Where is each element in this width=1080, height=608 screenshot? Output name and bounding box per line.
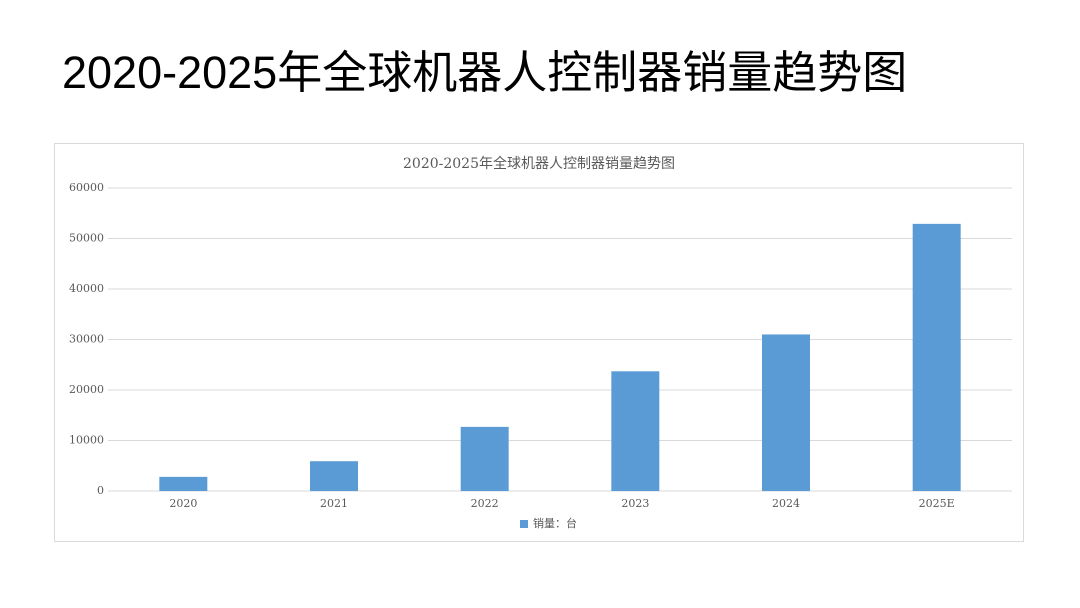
y-tick-label: 40000 bbox=[69, 282, 104, 295]
bar bbox=[159, 476, 208, 491]
y-tick-label: 10000 bbox=[69, 434, 104, 447]
x-tick-label: 2023 bbox=[621, 497, 649, 510]
bar bbox=[310, 461, 358, 491]
x-tick-label: 2024 bbox=[772, 497, 800, 510]
bar bbox=[611, 371, 660, 491]
x-tick-label: 2020 bbox=[169, 497, 197, 510]
legend-label: 销量：台 bbox=[533, 516, 577, 530]
y-tick-label: 20000 bbox=[69, 383, 104, 396]
slide-title: 2020-2025年全球机器人控制器销量趋势图 bbox=[62, 47, 907, 98]
x-tick-label: 2025E bbox=[919, 497, 955, 510]
bar bbox=[460, 426, 509, 491]
y-tick-label: 0 bbox=[97, 484, 104, 497]
bar bbox=[912, 223, 961, 492]
x-tick-label: 2022 bbox=[471, 497, 499, 510]
y-tick-label: 50000 bbox=[69, 232, 104, 245]
y-tick-label: 30000 bbox=[69, 333, 104, 346]
chart-frame bbox=[54, 143, 1024, 542]
bar bbox=[762, 334, 810, 491]
legend-swatch bbox=[520, 520, 528, 528]
y-tick-label: 60000 bbox=[69, 181, 104, 194]
x-tick-label: 2021 bbox=[320, 497, 348, 510]
chart-title: 2020-2025年全球机器人控制器销量趋势图 bbox=[403, 155, 675, 172]
